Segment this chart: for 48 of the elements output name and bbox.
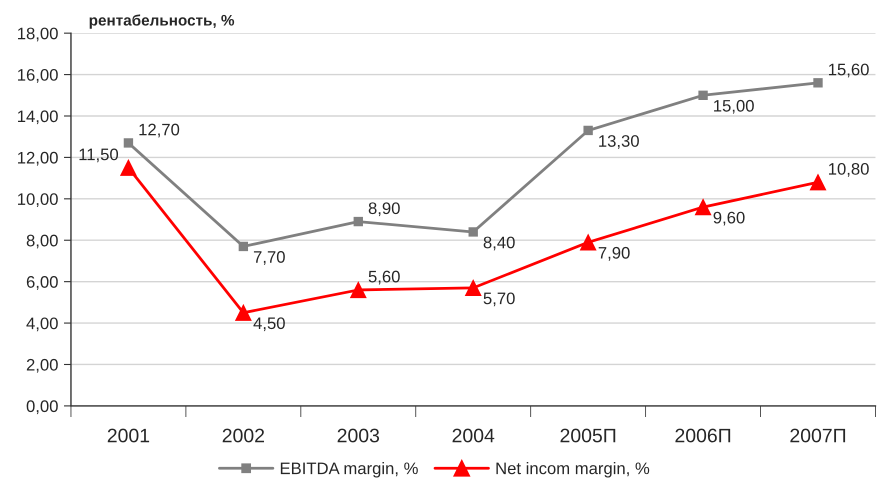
data-label: 5,60	[368, 270, 400, 284]
data-label: 7,70	[254, 251, 285, 265]
y-tick-label: 18,00	[18, 28, 58, 42]
point	[465, 280, 482, 296]
data-label: 8,40	[484, 236, 515, 250]
data-label: 9,60	[714, 212, 745, 226]
x-tick-label: 2003	[338, 428, 380, 442]
data-label: 13,30	[599, 135, 639, 149]
legend-label: EBITDA margin, %	[280, 462, 418, 478]
y-tick-label: 14,00	[18, 110, 58, 124]
x-tick-label: 2005П	[560, 428, 616, 442]
point	[350, 282, 366, 298]
point	[583, 126, 593, 136]
x-tick-label: 2006П	[675, 428, 730, 442]
point	[354, 216, 363, 226]
point	[813, 78, 823, 88]
data-label: 12,70	[139, 124, 180, 138]
y-tick-label: 8,00	[26, 234, 58, 248]
point	[124, 138, 134, 148]
point	[235, 304, 252, 321]
point	[120, 160, 137, 176]
point	[468, 227, 478, 237]
point	[694, 198, 712, 216]
point	[238, 242, 248, 252]
x-tick-label: 2002	[222, 428, 264, 442]
point	[698, 90, 708, 100]
data-label: 4,50	[253, 317, 285, 332]
point	[580, 234, 596, 250]
data-label: 10,80	[828, 162, 869, 177]
x-tick-label: 2007П	[790, 428, 846, 442]
data-label: 7,90	[598, 246, 630, 261]
x-tick-label: 2001	[108, 428, 150, 442]
data-label: 11,50	[80, 148, 118, 162]
point	[810, 174, 826, 190]
x-tick-label: 2004	[452, 428, 494, 442]
y-tick-label: 6,00	[26, 276, 58, 290]
y-axis-title: рентабельность, %	[90, 14, 234, 29]
y-tick-label: 2,00	[26, 358, 58, 373]
y-tick-label: 0,00	[26, 400, 58, 414]
y-tick-label: 12,00	[18, 152, 58, 166]
data-label: 15,60	[828, 64, 869, 78]
data-label: 5,70	[484, 292, 515, 306]
data-label: 8,90	[368, 202, 400, 216]
y-tick-label: 16,00	[18, 68, 58, 83]
legend-label: Net incom margin, %	[496, 462, 650, 478]
data-label: 15,00	[714, 100, 754, 114]
y-tick-label: 4,00	[26, 317, 58, 332]
y-tick-label: 10,00	[18, 193, 58, 207]
